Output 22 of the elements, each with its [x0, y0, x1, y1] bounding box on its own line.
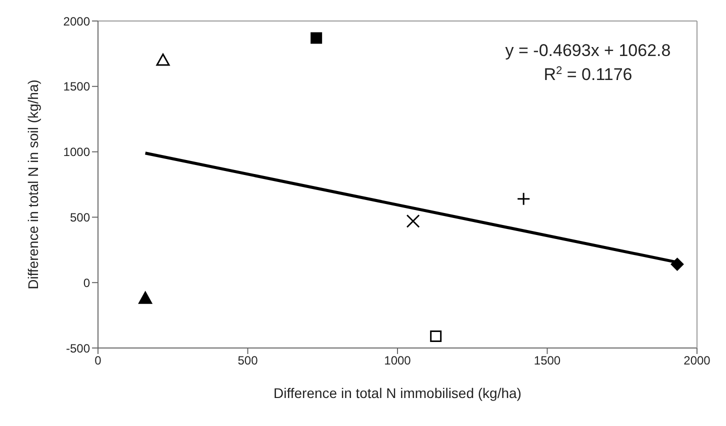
y-tick-label: 0 — [83, 276, 90, 290]
point — [138, 292, 152, 304]
point — [670, 258, 684, 271]
x-tick-label: 1500 — [534, 354, 561, 368]
y-tick-label: 1500 — [63, 80, 90, 94]
point — [516, 192, 530, 206]
y-tick-label: 500 — [70, 210, 90, 224]
point — [406, 214, 420, 228]
point — [156, 53, 170, 66]
x-tick-label: 500 — [238, 354, 258, 368]
x-axis-title: Difference in total N immobilised (kg/ha) — [274, 385, 522, 401]
x-tick-label: 0 — [94, 354, 102, 368]
x-tick-label: 1000 — [384, 354, 412, 368]
y-axis-title: Difference in total N in soil (kg/ha) — [24, 80, 41, 290]
y-tick-label: 2000 — [63, 14, 90, 28]
point — [430, 330, 442, 342]
y-tick-label: -500 — [66, 341, 90, 356]
y-tick-label: 1000 — [63, 145, 90, 160]
point — [310, 32, 322, 44]
annotation: R$^{2}$ = 0.1176 — [544, 65, 632, 84]
x-tick-label: 2000 — [684, 354, 711, 368]
annotation: y = -0.4693x + 1062.8 — [505, 41, 671, 60]
